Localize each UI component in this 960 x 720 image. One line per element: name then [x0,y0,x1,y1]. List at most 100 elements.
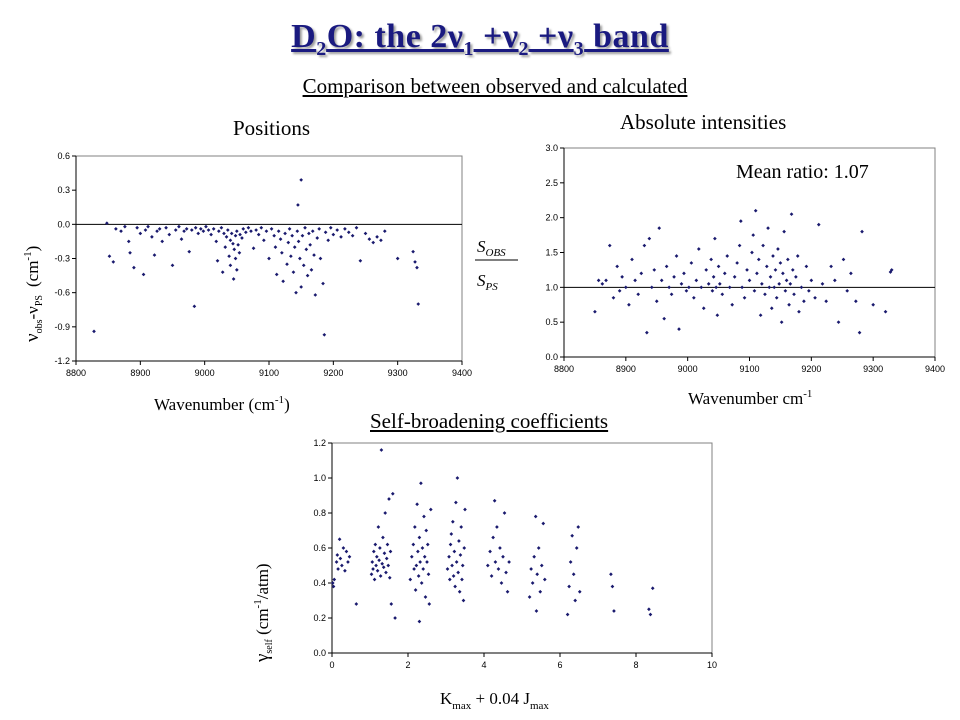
intensities-data-point [687,285,691,290]
positions-data-point [229,231,234,236]
self-broadening-data-point [425,542,430,547]
intensities-y-tick-label: 2.0 [545,213,558,223]
positions-data-point [246,225,251,230]
self-broadening-data-point [415,502,419,507]
self-broadening-data-point [462,546,467,550]
self-broadening-data-point [408,577,413,582]
positions-data-point [223,245,228,249]
intensities-data-point [677,327,681,331]
intensities-data-point [593,309,597,314]
positions-data-point [317,227,322,231]
self-broadening-data-point [463,507,467,512]
positions-x-tick-label: 8900 [130,368,150,378]
self-broadening-data-point [538,589,543,594]
positions-data-point [160,239,165,244]
intensities-data-point [784,278,789,283]
intensities-data-point [701,306,706,311]
self-broadening-data-point [448,542,453,547]
positions-data-point [107,254,112,259]
intensities-data-point [753,208,758,213]
self-broadening-data-point [414,563,419,568]
positions-data-point [211,227,216,231]
intensities-data-point [717,282,722,286]
positions-data-point [303,225,307,230]
self-broadening-data-point [488,549,492,554]
intensities-data-point [795,254,800,258]
intensities-data-point [813,295,817,300]
intensities-x-label: Wavenumber cm-1 [688,388,812,408]
self-broadening-data-point [421,567,426,571]
self-broadening-data-point [460,577,464,582]
intensities-data-point [889,268,894,272]
intensities-data-point [596,278,601,283]
intensities-data-point [727,285,732,290]
intensities-data-point [789,212,794,217]
self-broadening-data-point [499,581,504,585]
intensities-data-point [732,275,737,279]
self-broadening-data-point [457,539,461,543]
positions-data-point [296,203,300,207]
intensities-data-point [711,275,716,279]
self-broadening-data-point [533,514,538,519]
self-broadening-data-point [498,546,502,550]
positions-data-point [231,241,235,246]
positions-data-point [287,227,292,231]
intensities-data-point [684,288,689,293]
positions-y-tick-label: 0.0 [57,219,70,229]
broadening-heading: Self-broadening coefficients [370,409,609,433]
self-broadening-data-point [571,572,576,577]
intensities-data-point [807,288,811,293]
intensities-data-point [620,275,624,279]
positions-y-tick-label: -0.9 [54,322,70,332]
intensities-data-point [756,257,761,262]
self-broadening-data-point [450,563,454,568]
positions-data-point [256,232,261,237]
self-broadening-data-point [647,607,651,612]
positions-data-point [323,230,328,235]
intensities-data-point [764,264,769,269]
positions-data-point [105,221,109,226]
intensities-data-point [617,288,622,293]
intensities-data-point [657,226,662,230]
positions-data-point [280,250,284,255]
intensities-data-point [715,313,720,318]
intensities-y-tick-label: 0.5 [545,317,558,327]
intensities-data-point [649,285,654,290]
self-broadening-data-point [370,560,375,564]
self-broadening-data-point [330,581,335,585]
positions-data-point [220,270,225,275]
positions-data-point [193,225,198,230]
intensities-data-point [704,268,709,272]
self-broadening-data-point [347,554,352,559]
self-broadening-data-point [541,521,546,526]
self-broadening-data-point [458,553,463,557]
self-broadening-data-point [530,581,535,585]
self-broadening-data-point [344,549,349,554]
intensities-data-point [783,288,788,293]
intensities-data-point [664,264,669,269]
self-broadening-x-tick-label: 0 [329,660,334,670]
intensities-data-point [674,254,679,258]
positions-data-point [339,235,343,239]
positions-data-point [238,232,242,237]
intensities-data-point [772,285,777,290]
positions-data-point [411,249,415,254]
self-broadening-data-point [447,554,451,559]
intensities-data-point [639,271,644,276]
self-broadening-x-tick-label: 2 [405,660,410,670]
positions-x-label: Wavenumber (cm-1) [154,394,290,414]
positions-data-point [290,233,294,238]
self-broadening-data-point [374,563,378,568]
self-broadening-data-point [409,554,414,559]
positions-data-point [138,231,143,236]
positions-data-point [132,265,136,270]
self-broadening-data-point [565,612,570,617]
self-broadening-data-point [507,560,511,564]
positions-data-point [283,231,287,236]
positions-data-point [350,233,355,238]
intensities-data-point [854,299,858,304]
intensities-data-point [694,278,699,283]
self-broadening-data-point [381,565,386,570]
self-broadening-data-point [452,549,457,554]
